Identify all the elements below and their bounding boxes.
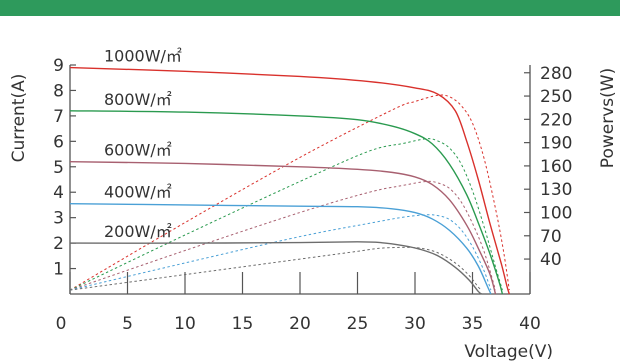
current-curve-600w: [69, 160, 497, 295]
y2-tick-label: 100: [540, 203, 572, 223]
x-axis-title: Voltage(V): [464, 342, 553, 362]
y-axis-title: Current(A): [9, 74, 29, 163]
x-tick-label: 5: [122, 314, 133, 334]
power-curve-800w: [69, 138, 503, 291]
y-tick-label: 4: [53, 183, 64, 203]
y-tick-label: 9: [53, 56, 64, 76]
curve-labels: 1000W/㎡ 800W/㎡ 600W/㎡ 400W/㎡ 200W/㎡: [104, 47, 182, 242]
y2-tick-label: 190: [540, 134, 572, 154]
power-curve-400w: [69, 214, 492, 291]
y2-tick-label: 280: [540, 64, 572, 84]
power-curves: [69, 94, 510, 291]
curve-label-800w: 800W/㎡: [104, 90, 172, 109]
x-tick-label: 35: [462, 314, 484, 334]
power-curve-1000w: [69, 94, 510, 291]
y-tick-label: 3: [53, 209, 64, 229]
header-banner: [0, 0, 620, 16]
y2-tick-label: 160: [540, 157, 572, 177]
power-curve-200w: [69, 246, 483, 291]
y-tick-label: 2: [53, 234, 64, 254]
ticks: 0 5 10 15 20 25 30 35 40 1 2 3 4 5 6 7 8 9 40 70 100 130 160 19…: [53, 56, 572, 334]
current-curve-400w: [69, 202, 492, 295]
y-tick-label: 8: [53, 81, 64, 101]
current-curves: [69, 66, 510, 295]
y-tick-label: 1: [53, 260, 64, 280]
current-curve-800w: [69, 110, 504, 295]
y2-tick-label: 40: [540, 250, 562, 270]
x-tick-label: 15: [232, 314, 254, 334]
y-tick-label: 6: [53, 132, 64, 152]
x-tick-label: 10: [174, 314, 196, 334]
y2-tick-label: 130: [540, 180, 572, 200]
current-curve-1000w: [69, 66, 510, 295]
curve-label-400w: 400W/㎡: [104, 183, 172, 202]
y2-tick-label: 250: [540, 87, 572, 107]
y2-axis-title: Powervs(W): [598, 68, 618, 168]
x-tick-label: 25: [347, 314, 369, 334]
current-curve-200w: [69, 241, 483, 295]
curve-label-1000w: 1000W/㎡: [104, 47, 182, 66]
curve-label-600w: 600W/㎡: [104, 141, 172, 160]
x-tick-label: 30: [404, 314, 426, 334]
y2-tick-label: 70: [540, 227, 562, 247]
curve-label-200w: 200W/㎡: [104, 222, 172, 241]
y-tick-label: 7: [53, 107, 64, 127]
y-tick-label: 5: [53, 158, 64, 178]
x-tick-label: 0: [56, 314, 67, 334]
x-tick-label: 40: [519, 314, 541, 334]
x-tick-label: 20: [289, 314, 311, 334]
y2-tick-label: 220: [540, 110, 572, 130]
